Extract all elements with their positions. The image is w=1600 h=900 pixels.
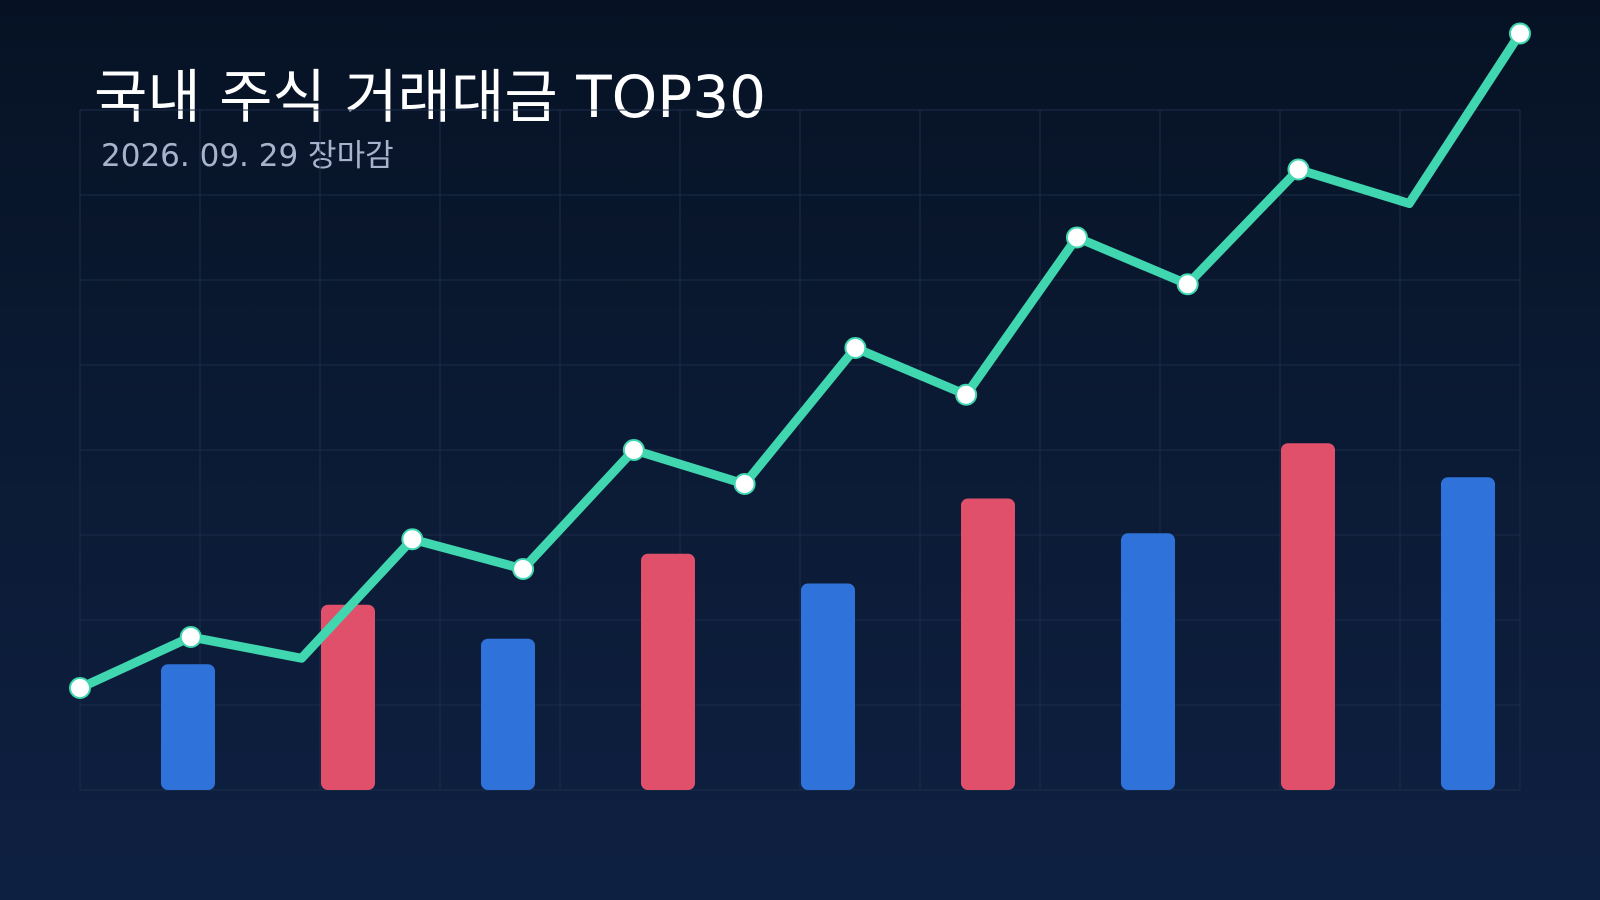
- line-point: [955, 383, 978, 406]
- line-point: [1176, 273, 1199, 296]
- chart-title: 국내 주식 거래대금 TOP30: [94, 63, 767, 131]
- line-point: [1065, 226, 1088, 249]
- grid-lines: [79, 109, 1521, 791]
- bar: [481, 638, 535, 790]
- line-point: [69, 677, 91, 699]
- bar: [1441, 477, 1495, 790]
- line-point: [1509, 22, 1531, 45]
- line-point: [401, 528, 424, 551]
- bar: [161, 664, 215, 790]
- line-series: [75, 29, 1525, 693]
- line-point: [733, 473, 756, 495]
- bar: [321, 604, 375, 790]
- bar: [961, 498, 1015, 790]
- line-markers: [69, 22, 1531, 699]
- line-point: [622, 439, 645, 461]
- chart-subtitle: 2026. 09. 29 장마감: [101, 138, 394, 174]
- bar: [801, 583, 855, 790]
- line-point: [512, 558, 535, 580]
- line-point: [844, 337, 867, 359]
- bar: [641, 553, 695, 790]
- series-line: [75, 29, 1525, 693]
- bar: [1121, 533, 1175, 790]
- line-point: [179, 626, 202, 648]
- bar-series: [161, 443, 1495, 790]
- line-point: [1287, 158, 1310, 181]
- bar: [1281, 443, 1335, 790]
